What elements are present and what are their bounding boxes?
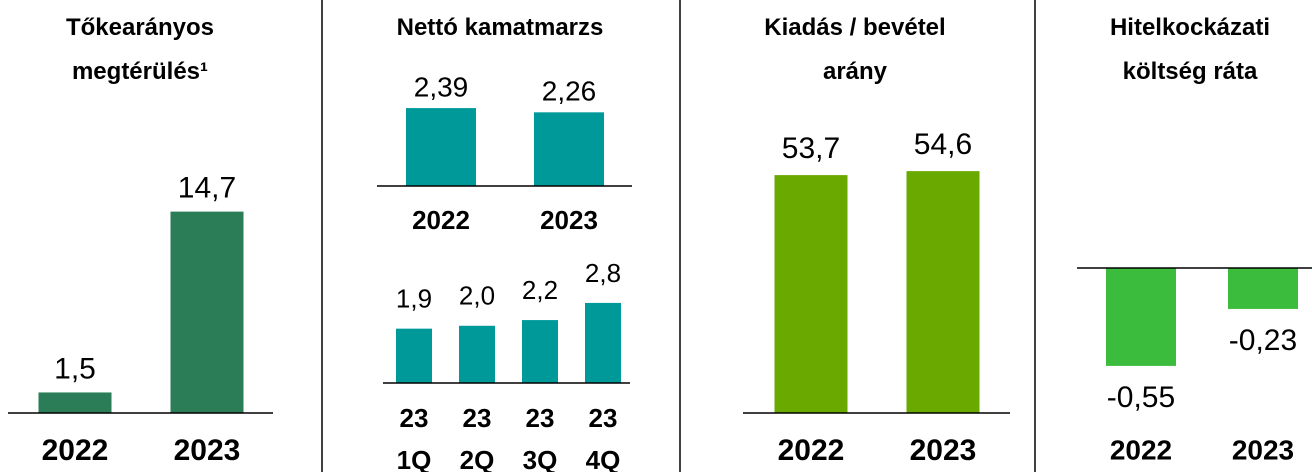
value-label: 14,7 — [178, 172, 236, 205]
chart-title: Nettó kamatmarzs — [396, 14, 604, 41]
category-label: 2023 — [910, 434, 977, 467]
category-label: 2023 — [174, 434, 241, 467]
category-label-line: 4Q — [586, 445, 621, 472]
category-label: 2022 — [778, 434, 845, 467]
category-label-line: 23 — [463, 403, 492, 433]
category-label-line: 23 — [400, 403, 429, 433]
category-label: 2023 — [540, 205, 598, 235]
category-label-line: 3Q — [523, 445, 558, 472]
bar — [406, 108, 476, 186]
category-label: 2022 — [412, 205, 470, 235]
bar — [585, 302, 621, 383]
bar — [534, 112, 604, 186]
category-label-line: 1Q — [397, 445, 432, 472]
category-label: 23 1Q — [397, 403, 432, 472]
category-label: 23 4Q — [586, 403, 621, 472]
chart-title: Hitelkockázati költség ráta — [1109, 14, 1271, 85]
category-label-line: 23 — [526, 403, 555, 433]
bar — [1228, 268, 1298, 309]
chart-title: Tőkearányos megtérülés¹ — [65, 14, 215, 85]
bar — [774, 175, 848, 413]
bar — [906, 171, 980, 413]
value-label: 54,6 — [914, 128, 972, 161]
category-label-line: 23 — [589, 403, 618, 433]
chart-title: Kiadás / bevétel arány — [764, 14, 946, 85]
value-label: -0,55 — [1107, 381, 1175, 414]
value-label: 2,39 — [414, 71, 469, 102]
value-label: 2,0 — [459, 281, 495, 311]
bar — [459, 325, 495, 383]
value-label: 2,26 — [542, 76, 597, 107]
value-label: 2,8 — [585, 258, 621, 288]
value-label: 1,5 — [54, 352, 96, 385]
category-label-line: 2Q — [460, 445, 495, 472]
value-label: 53,7 — [782, 132, 840, 165]
bar — [396, 328, 432, 383]
category-label: 2023 — [1232, 434, 1294, 465]
category-label: 2022 — [42, 434, 109, 467]
value-label: 2,2 — [522, 275, 558, 305]
value-label: -0,23 — [1229, 324, 1297, 357]
category-label: 23 2Q — [460, 403, 495, 472]
bar — [170, 211, 244, 413]
bar — [1106, 268, 1176, 366]
category-label: 23 3Q — [523, 403, 558, 472]
value-label: 1,9 — [396, 284, 432, 314]
category-label: 2022 — [1110, 434, 1172, 465]
bar — [522, 320, 558, 383]
bar — [38, 392, 112, 413]
